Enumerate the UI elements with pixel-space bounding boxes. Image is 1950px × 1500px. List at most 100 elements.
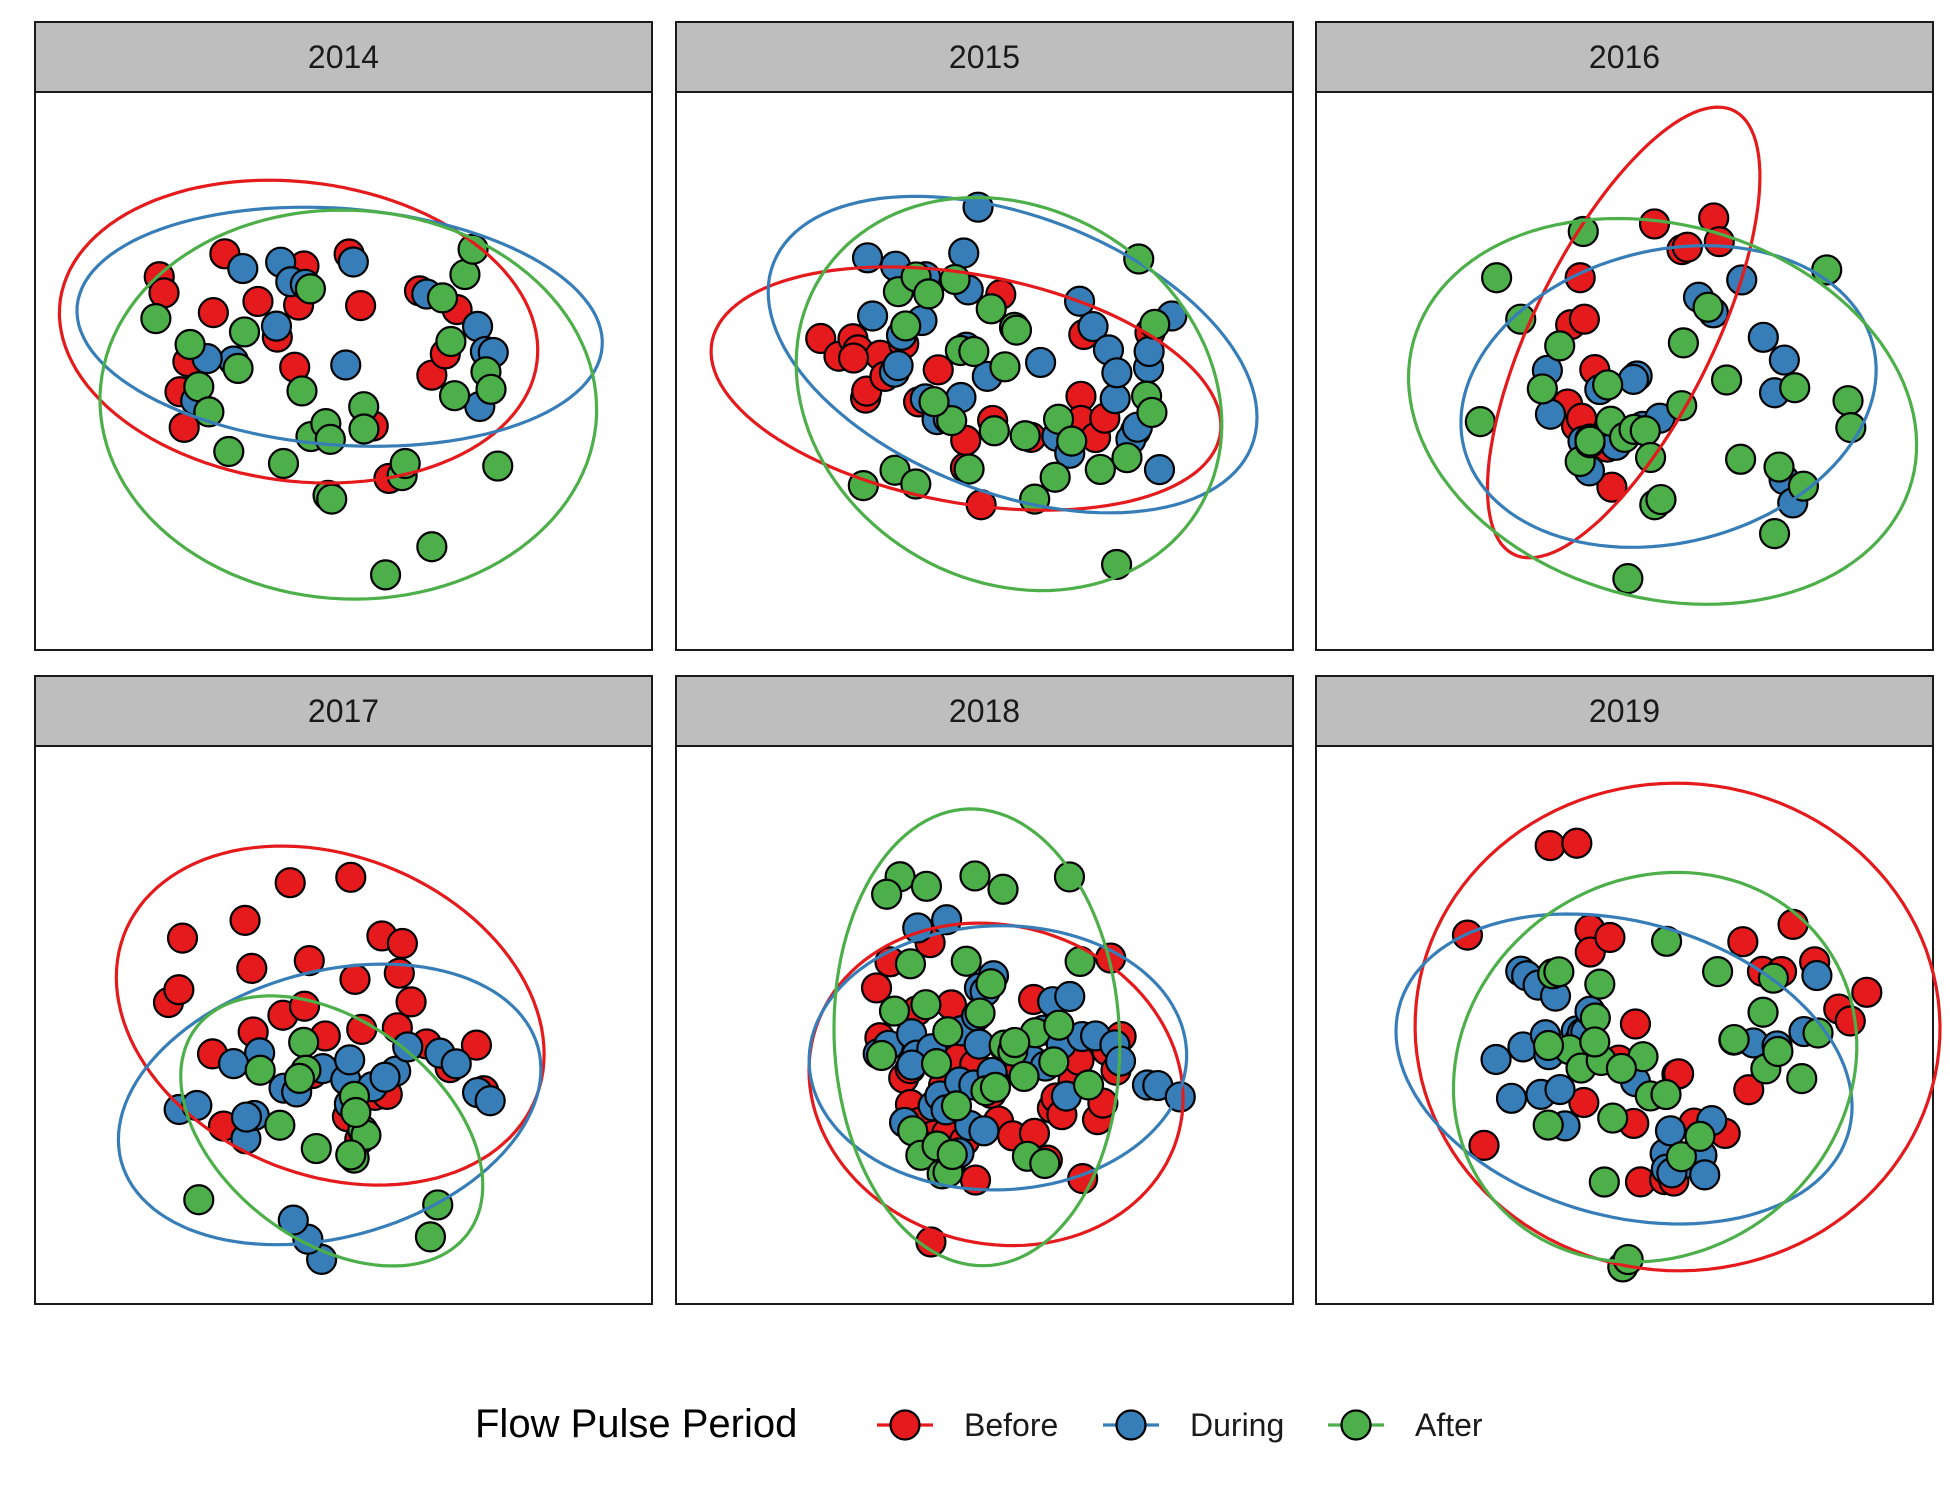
point-after bbox=[1667, 327, 1699, 359]
point-after bbox=[1692, 291, 1724, 323]
point-before bbox=[1638, 208, 1671, 240]
legend-label: After bbox=[1415, 1407, 1483, 1443]
point-during bbox=[1480, 1043, 1512, 1076]
point-during bbox=[948, 237, 980, 269]
point-before bbox=[163, 974, 195, 1006]
point-after bbox=[1574, 425, 1606, 457]
point-before bbox=[1568, 1086, 1600, 1119]
facet-strip bbox=[1315, 21, 1934, 93]
point-after bbox=[878, 995, 911, 1027]
point-before bbox=[1733, 1074, 1765, 1106]
point-after bbox=[975, 968, 1007, 1000]
point-before bbox=[1468, 1129, 1500, 1161]
point-after bbox=[1038, 1046, 1070, 1078]
point-after bbox=[482, 450, 514, 482]
point-before bbox=[837, 342, 870, 374]
point-after bbox=[1588, 1166, 1620, 1198]
facet-panel-2019: 2019 bbox=[1315, 675, 1942, 1305]
facet-strip bbox=[34, 21, 653, 93]
point-after bbox=[314, 423, 346, 455]
point-after bbox=[1039, 461, 1071, 493]
point-during bbox=[369, 1061, 401, 1093]
point-after bbox=[910, 870, 943, 902]
facet-strip bbox=[675, 21, 1294, 93]
point-after bbox=[1000, 314, 1033, 346]
point-after bbox=[953, 453, 985, 485]
point-after bbox=[416, 531, 448, 563]
ellipse-after bbox=[98, 208, 599, 601]
point-before bbox=[335, 861, 367, 893]
point-before bbox=[460, 1029, 493, 1061]
point-after bbox=[913, 278, 945, 310]
point-during bbox=[882, 350, 914, 382]
point-after bbox=[267, 447, 300, 480]
ellipses bbox=[1394, 781, 1942, 1273]
facet-strip-label: 2015 bbox=[949, 39, 1020, 75]
point-after bbox=[335, 1139, 367, 1171]
point-after bbox=[283, 1062, 316, 1095]
point-after bbox=[435, 325, 467, 358]
ellipse-during bbox=[1394, 912, 1854, 1226]
point-during bbox=[1689, 1159, 1721, 1191]
point-after bbox=[918, 386, 950, 418]
plot-area bbox=[34, 745, 653, 1305]
point-after bbox=[940, 1090, 973, 1122]
point-before bbox=[1619, 1008, 1652, 1040]
point-after bbox=[1543, 956, 1575, 988]
point-before bbox=[1596, 471, 1628, 503]
facet-panel-2014: 2014 bbox=[34, 21, 653, 651]
facet-strip-label: 2014 bbox=[308, 39, 379, 75]
ellipse-before bbox=[57, 178, 540, 485]
point-after bbox=[369, 559, 402, 591]
point-after bbox=[1718, 1023, 1750, 1056]
point-before bbox=[236, 952, 268, 985]
point-after bbox=[936, 405, 968, 437]
ellipse-before bbox=[114, 844, 546, 1187]
points bbox=[1451, 827, 1883, 1283]
points bbox=[140, 233, 514, 591]
point-before bbox=[345, 290, 377, 322]
point-after bbox=[1464, 406, 1496, 438]
point-during bbox=[1143, 454, 1176, 486]
point-after bbox=[213, 435, 245, 468]
point-after bbox=[978, 415, 1010, 447]
point-after bbox=[1481, 262, 1513, 294]
facet-strip-label: 2017 bbox=[308, 693, 379, 729]
point-after bbox=[1786, 1063, 1818, 1095]
facet-strip-label: 2018 bbox=[949, 693, 1020, 729]
point-during bbox=[1654, 1115, 1687, 1147]
point-after bbox=[288, 1026, 320, 1058]
point-after bbox=[422, 1189, 454, 1221]
facet-panel-2016: 2016 bbox=[1315, 21, 1934, 651]
point-after bbox=[1758, 518, 1791, 550]
point-after bbox=[987, 873, 1019, 905]
ellipse-after bbox=[794, 195, 1224, 593]
point-before bbox=[229, 904, 261, 936]
point-after bbox=[1684, 1120, 1716, 1153]
legend-label: Before bbox=[964, 1407, 1058, 1443]
point-after bbox=[1056, 425, 1088, 457]
point-after bbox=[244, 1054, 276, 1086]
point-after bbox=[1008, 1060, 1040, 1093]
ellipses bbox=[114, 844, 546, 1268]
point-during bbox=[1617, 363, 1650, 395]
ellipse-before bbox=[1485, 105, 1762, 560]
ellipses bbox=[57, 178, 604, 601]
ellipse-before bbox=[1413, 781, 1942, 1273]
point-after bbox=[959, 860, 991, 892]
facet-strip bbox=[34, 675, 653, 747]
ellipse-during bbox=[116, 962, 543, 1247]
point-during bbox=[1099, 383, 1131, 415]
legend-keys: Before During After bbox=[877, 1407, 1483, 1443]
point-before bbox=[1568, 303, 1600, 335]
point-before bbox=[1851, 976, 1883, 1008]
point-after bbox=[894, 948, 927, 980]
point-after bbox=[348, 413, 380, 445]
point-after bbox=[1567, 215, 1599, 248]
point-after bbox=[1579, 1026, 1611, 1058]
point-after bbox=[1645, 483, 1677, 516]
point-after bbox=[1725, 443, 1757, 475]
point-during bbox=[1024, 346, 1057, 379]
point-after bbox=[1532, 1029, 1565, 1062]
point-after bbox=[264, 1109, 296, 1141]
